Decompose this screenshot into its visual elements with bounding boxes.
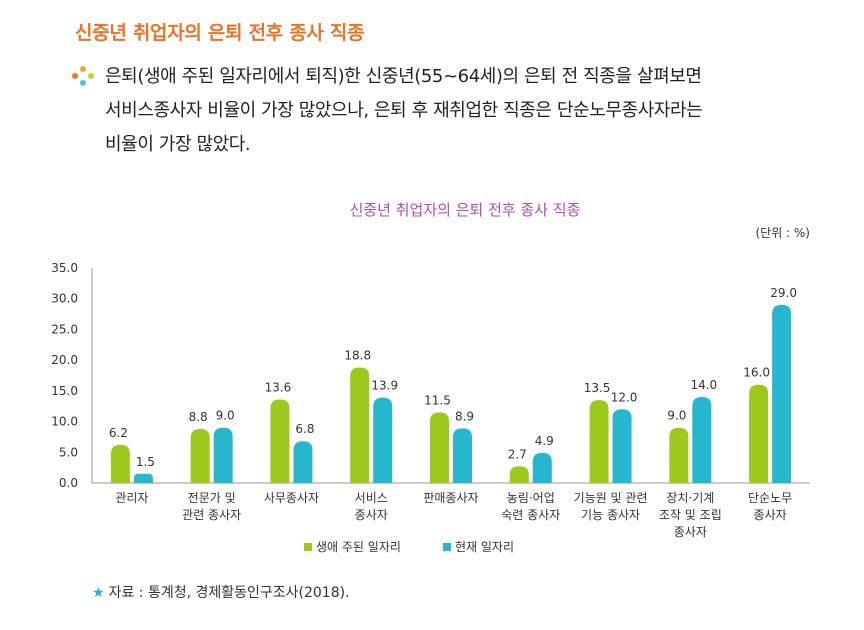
data-label: 13.5: [584, 381, 611, 395]
data-label: 16.0: [743, 366, 770, 380]
bar-current-job: [213, 427, 233, 483]
x-tick-label: 장치·기계: [666, 491, 714, 505]
y-tick-label: 5.0: [59, 445, 78, 459]
bar-current-job: [453, 428, 472, 483]
x-tick-label: 농림·어업: [507, 491, 555, 505]
data-label: 13.9: [371, 379, 398, 393]
data-label: 18.8: [344, 349, 371, 363]
source-text: 자료 : 통계청, 경제활동인구조사(2018).: [108, 585, 350, 601]
legend-swatch: [443, 543, 451, 551]
bar-main-job: [350, 367, 370, 483]
data-label: 8.9: [455, 409, 474, 423]
bar-main-job: [430, 412, 449, 483]
x-tick-label: 판매종사자: [423, 491, 478, 505]
bar-current-job: [133, 473, 153, 483]
data-label: 9.0: [216, 409, 235, 423]
y-tick-label: 10.0: [51, 415, 78, 429]
data-label: 29.0: [770, 286, 797, 300]
x-tick-label: 기능 종사자: [581, 508, 640, 522]
data-label: 6.8: [295, 422, 314, 436]
bar-current-job: [373, 397, 393, 483]
chart-title: 신중년 취업자의 은퇴 전후 종사 직종: [350, 201, 581, 219]
bar-main-job: [749, 384, 769, 483]
bar-main-job: [190, 428, 210, 483]
summary-line: 비율이 가장 많았다.: [105, 134, 251, 155]
x-tick-label: 관련 종사자: [182, 508, 241, 522]
x-tick-label: 종사자: [754, 508, 787, 522]
summary-line: 은퇴(생애 주된 일자리에서 퇴직)한 신중년(55~64세)의 은퇴 전 직종…: [105, 66, 702, 87]
x-tick-label: 조작 및 조립: [659, 508, 722, 522]
data-label: 6.2: [109, 426, 128, 440]
data-label: 9.0: [667, 409, 686, 423]
bar-main-job: [509, 466, 529, 483]
data-label: 4.9: [535, 434, 554, 448]
page-heading: 신중년 취업자의 은퇴 전후 종사 직종: [75, 22, 365, 44]
bar-main-job: [110, 444, 130, 483]
x-tick-label: 숙련 종사자: [501, 508, 560, 522]
legend-label: 현재 일자리: [455, 540, 514, 554]
data-label: 14.0: [690, 378, 717, 392]
bar-main-job: [589, 400, 609, 483]
y-tick-label: 35.0: [51, 261, 78, 275]
y-tick-label: 25.0: [51, 322, 78, 336]
bullet-dots-icon: [72, 66, 98, 86]
legend-swatch: [304, 543, 312, 551]
x-tick-label: 기능원 및 관련: [574, 491, 648, 505]
data-label: 1.5: [136, 455, 155, 469]
bar-current-job: [772, 304, 792, 483]
data-label: 11.5: [424, 393, 451, 407]
x-tick-label: 서비스: [355, 491, 388, 505]
data-label: 13.6: [265, 380, 292, 394]
y-tick-label: 20.0: [51, 353, 78, 367]
data-label: 8.8: [189, 410, 208, 424]
x-tick-label: 종사자: [674, 525, 707, 539]
summary-paragraph: 은퇴(생애 주된 일자리에서 퇴직)한 신중년(55~64세)의 은퇴 전 직종…: [105, 60, 825, 162]
bar-main-job: [669, 427, 689, 483]
data-label: 2.7: [508, 447, 527, 461]
y-tick-label: 15.0: [51, 384, 78, 398]
unit-label: (단위 : %): [755, 226, 810, 240]
source-note: ★ 자료 : 통계청, 경제활동인구조사(2018).: [92, 582, 350, 602]
bar-current-job: [612, 409, 632, 483]
y-tick-label: 30.0: [51, 292, 78, 306]
legend-label: 생애 주된 일자리: [316, 540, 401, 554]
y-tick-label: 0.0: [59, 476, 78, 490]
x-tick-label: 전문가 및: [188, 491, 236, 505]
bar-current-job: [532, 452, 552, 483]
x-tick-label: 사무종사자: [264, 491, 319, 505]
bar-current-job: [692, 397, 712, 483]
x-tick-label: 관리자: [115, 491, 148, 505]
summary-line: 서비스종사자 비율이 가장 많았으나, 은퇴 후 재취업한 직종은 단순노무종사…: [105, 100, 703, 121]
x-tick-label: 단순노무: [748, 491, 792, 505]
x-tick-label: 종사자: [355, 508, 388, 522]
bar-current-job: [293, 441, 313, 483]
star-icon: ★: [92, 585, 105, 601]
bar-main-job: [270, 399, 290, 483]
data-label: 12.0: [611, 390, 638, 404]
